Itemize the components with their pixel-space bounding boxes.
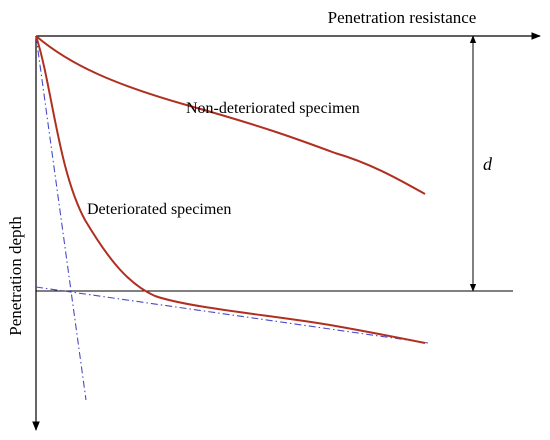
x-axis-title: Penetration resistance bbox=[328, 8, 477, 27]
y-axis-title: Penetration depth bbox=[6, 216, 25, 336]
non-deteriorated-label: Non-deteriorated specimen bbox=[186, 100, 360, 117]
dimension-symbol-d: d bbox=[483, 154, 493, 174]
deteriorated-label: Deteriorated specimen bbox=[87, 201, 231, 218]
initial-tangent-line bbox=[35, 35, 87, 401]
non-deteriorated-curve bbox=[35, 35, 426, 195]
deteriorated-curve bbox=[35, 35, 426, 344]
final-tangent-line bbox=[35, 286, 429, 344]
